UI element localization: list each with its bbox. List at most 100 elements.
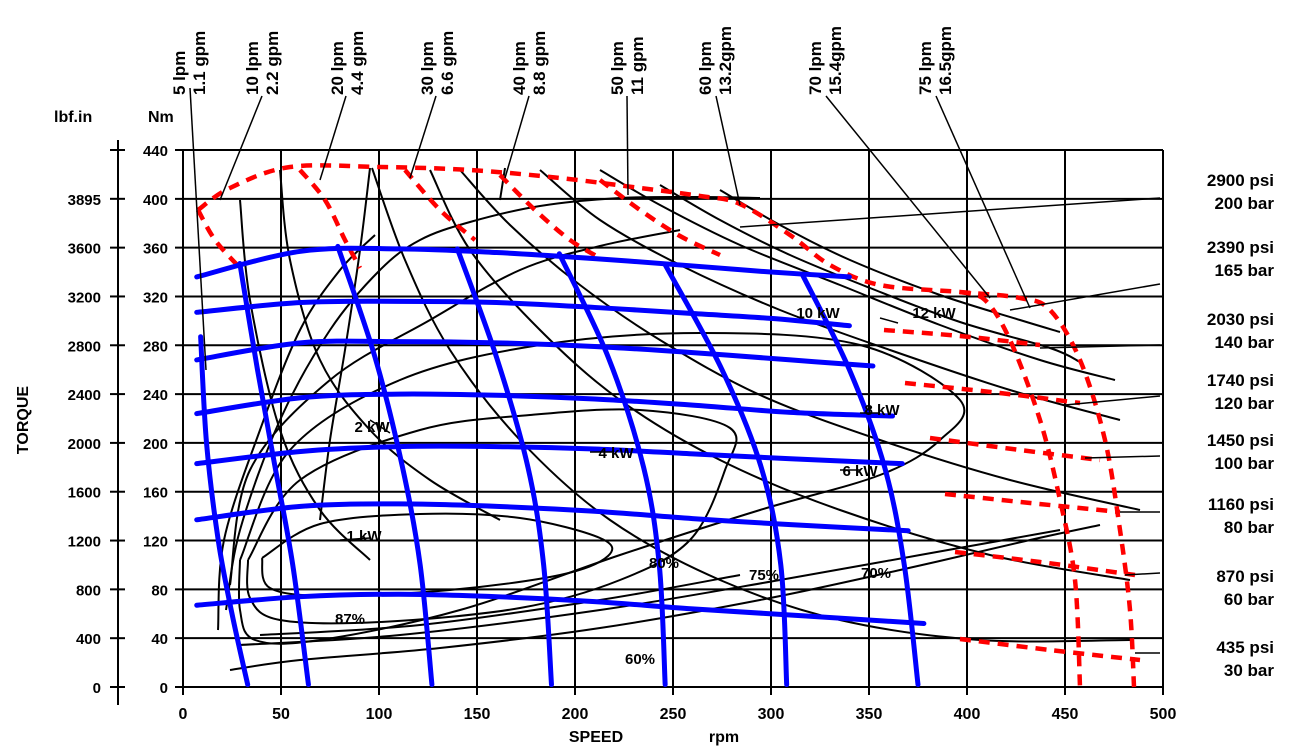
pressure-series-line [194, 298, 852, 329]
flow-series-line [237, 261, 311, 688]
power-curve [429, 169, 1131, 581]
x-axis-title: SPEED [569, 729, 623, 746]
leader-line [1039, 344, 1161, 349]
flow-label-gpm: 13.2gpm [716, 26, 735, 95]
limit-line [196, 163, 1137, 688]
pressure-series-line [194, 591, 927, 627]
flow-series-line [454, 246, 554, 688]
pressure-label-bar: 100 bar [1214, 454, 1274, 473]
flow-series-line [662, 262, 790, 688]
lbfin-tick-label: 1600 [68, 485, 101, 502]
pressure-series-line [194, 338, 876, 369]
x-tick-label: 250 [660, 706, 687, 723]
lbfin-tick-label: 0 [93, 680, 101, 697]
limit-line [498, 173, 602, 260]
pressure-label-bar: 30 bar [1224, 661, 1274, 680]
chart-labels: 5 lpm 1.1 gpm 10 lpm 2.2 gpm 20 lpm 4.4 gpm 30… [170, 26, 1274, 680]
limit-line [959, 636, 1141, 663]
pressure-label-psi: 2030 psi [1207, 310, 1274, 329]
lbfin-tick-label: 400 [76, 631, 101, 648]
flow-series-line [556, 251, 668, 688]
x-tick-label: 50 [272, 706, 290, 723]
flow-series-line [799, 271, 921, 688]
x-axis-unit: rpm [709, 729, 739, 746]
lbfin-tick-label: 3200 [68, 289, 101, 306]
leader-line [409, 95, 437, 179]
leader-line [715, 95, 741, 206]
power-label: 10 kW [796, 305, 840, 322]
limit-line [959, 289, 1083, 688]
flow-label-lpm: 60 lpm [696, 41, 715, 95]
limit-line [883, 327, 1041, 348]
efficiency-contour [229, 229, 681, 586]
lbfin-tick-label: 3600 [68, 241, 101, 258]
y-unit-right: Nm [148, 109, 174, 126]
leader-line [189, 87, 207, 371]
y-unit-left: lbf.in [54, 109, 92, 126]
nm-tick-label: 80 [151, 582, 168, 599]
pressure-series-line [194, 245, 852, 280]
pressure-limit-lines [196, 163, 1141, 688]
nm-tick-label: 0 [160, 680, 168, 697]
leader-line [1064, 395, 1161, 406]
power-curve [499, 167, 506, 201]
efficiency-contour [261, 512, 614, 598]
x-tick-label: 350 [856, 706, 883, 723]
leader-line [319, 95, 347, 181]
efficiency-contour [229, 524, 1101, 671]
limit-line [598, 178, 721, 258]
axes: 0400800120016002000240028003200360038950… [68, 140, 1177, 723]
nm-tick-label: 40 [151, 631, 168, 648]
lbfin-tick-label: 2000 [68, 436, 101, 453]
limit-line [298, 168, 362, 270]
flow-label-lpm: 40 lpm [510, 41, 529, 95]
efficiency-contour [239, 199, 371, 561]
limit-line [403, 168, 477, 242]
y-axis-title: TORQUE [15, 386, 32, 454]
power-curve [459, 169, 1141, 511]
pressure-series-line [194, 443, 905, 467]
pressure-label-bar: 165 bar [1214, 261, 1274, 280]
flow-label-gpm: 1.1 gpm [190, 31, 209, 95]
lbfin-tick-label: 2800 [68, 338, 101, 355]
flow-label-lpm: 5 lpm [170, 51, 189, 95]
power-label: 4 kW [598, 445, 634, 462]
flow-series-line [335, 243, 435, 688]
pressure-series-line [194, 391, 896, 419]
leader-line [739, 197, 1161, 228]
nm-tick-label: 240 [143, 387, 168, 404]
efficiency-contour [217, 234, 376, 631]
nm-tick-label: 400 [143, 192, 168, 209]
pressure-label-psi: 870 psi [1216, 567, 1274, 586]
flow-label-lpm: 10 lpm [243, 41, 262, 95]
flow-label-lpm: 50 lpm [608, 41, 627, 95]
leader-line [935, 95, 1031, 309]
x-tick-label: 300 [758, 706, 785, 723]
lbfin-tick-label: 800 [76, 582, 101, 599]
pressure-label-psi: 1740 psi [1207, 371, 1274, 390]
flow-label-gpm: 11 gpm [628, 36, 647, 95]
efficiency-label: 87% [335, 611, 365, 628]
pressure-series-line [194, 501, 911, 534]
x-tick-label: 500 [1150, 706, 1177, 723]
leader-line [219, 95, 263, 201]
flow-label-lpm: 75 lpm [916, 41, 935, 95]
x-tick-label: 100 [366, 706, 393, 723]
nm-tick-label: 320 [143, 289, 168, 306]
flow-label-gpm: 8.8 gpm [530, 31, 549, 95]
power-label: 1 kW [346, 528, 382, 545]
leader-line [1124, 572, 1161, 576]
efficiency-label: 60% [625, 651, 655, 668]
x-tick-label: 400 [954, 706, 981, 723]
pressure-label-bar: 140 bar [1214, 333, 1274, 352]
power-curve [539, 169, 1121, 421]
power-curve [599, 169, 1116, 381]
pressure-label-bar: 60 bar [1224, 590, 1274, 609]
limit-line [944, 491, 1121, 515]
flow-series-line [198, 334, 251, 688]
nm-tick-label: 360 [143, 241, 168, 258]
flow-label-gpm: 15.4gpm [826, 26, 845, 95]
nm-tick-label: 280 [143, 338, 168, 355]
leader-line [1084, 455, 1161, 459]
power-label: 8 kW [864, 402, 900, 419]
